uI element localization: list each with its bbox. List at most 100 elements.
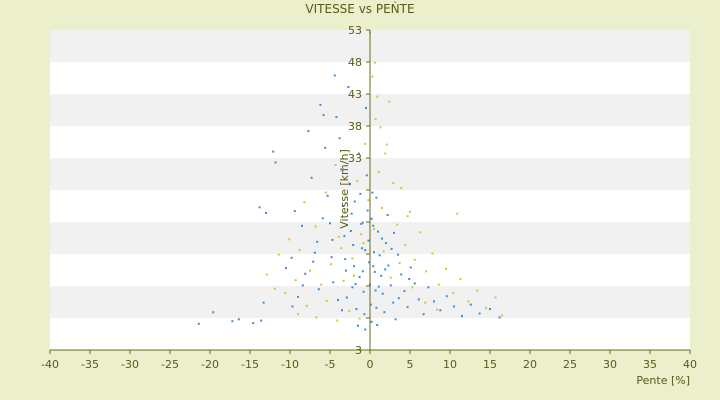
data-point bbox=[312, 260, 315, 263]
x-tick-label: 20 bbox=[523, 358, 537, 371]
data-point bbox=[445, 267, 447, 270]
data-point bbox=[340, 168, 343, 171]
y-tick-label: 43 bbox=[348, 88, 362, 101]
data-point bbox=[380, 274, 383, 277]
data-point bbox=[461, 315, 463, 318]
data-point bbox=[358, 317, 361, 320]
data-point bbox=[265, 273, 268, 276]
data-point bbox=[469, 303, 472, 306]
data-point bbox=[237, 318, 240, 321]
data-point bbox=[409, 266, 412, 269]
data-point bbox=[384, 268, 387, 271]
data-point bbox=[293, 210, 296, 213]
data-point bbox=[393, 231, 395, 234]
data-point bbox=[368, 261, 371, 264]
data-point bbox=[381, 292, 384, 295]
y-tick-label: 38 bbox=[348, 120, 362, 133]
data-point bbox=[273, 287, 276, 290]
x-tick-label: 5 bbox=[407, 358, 414, 371]
data-point bbox=[355, 308, 358, 310]
data-point bbox=[437, 283, 440, 286]
data-point bbox=[342, 279, 345, 282]
data-point bbox=[436, 308, 439, 311]
data-point bbox=[452, 292, 455, 294]
data-point bbox=[344, 258, 347, 261]
data-point bbox=[376, 324, 379, 326]
data-point bbox=[501, 314, 503, 317]
data-point bbox=[422, 313, 425, 316]
data-point bbox=[373, 251, 375, 254]
data-point bbox=[349, 183, 351, 186]
data-point bbox=[389, 276, 392, 279]
data-point bbox=[404, 244, 407, 246]
x-tick-label: -35 bbox=[81, 358, 99, 371]
data-point bbox=[361, 270, 364, 273]
data-point bbox=[456, 212, 459, 215]
data-point bbox=[381, 206, 383, 209]
y-tick-label: 33 bbox=[348, 152, 362, 165]
data-point bbox=[364, 249, 367, 252]
data-point bbox=[396, 223, 399, 226]
data-point bbox=[329, 222, 331, 225]
data-point bbox=[398, 262, 401, 264]
data-point bbox=[326, 194, 329, 197]
x-tick-label: -5 bbox=[325, 358, 336, 371]
data-point bbox=[360, 222, 363, 225]
data-point bbox=[301, 224, 303, 227]
data-point bbox=[346, 208, 349, 211]
data-point bbox=[400, 187, 403, 190]
data-point bbox=[324, 146, 327, 149]
data-point bbox=[353, 265, 355, 268]
data-point bbox=[390, 247, 393, 250]
y-tick-label: 3 bbox=[355, 344, 362, 357]
data-point bbox=[349, 230, 352, 232]
data-points bbox=[197, 31, 503, 331]
data-point bbox=[341, 205, 344, 207]
data-point bbox=[317, 288, 320, 291]
x-tick-label: -20 bbox=[201, 358, 219, 371]
data-point bbox=[409, 210, 411, 213]
data-point bbox=[382, 250, 385, 253]
data-point bbox=[478, 312, 481, 315]
data-point bbox=[400, 273, 403, 276]
data-point bbox=[406, 306, 409, 309]
data-point bbox=[325, 191, 327, 194]
data-point bbox=[290, 256, 293, 259]
data-point bbox=[424, 301, 427, 304]
data-point bbox=[361, 221, 364, 224]
chart-title: VITESSE vs PEǸTE bbox=[305, 1, 414, 16]
data-point bbox=[453, 305, 455, 308]
x-axis-ticks: -40 -35 -30 -25 -20 -15 -10 -5 0 5 10 15 20 25 30 35 40 bbox=[41, 350, 697, 371]
data-point bbox=[377, 285, 380, 288]
data-point bbox=[297, 313, 299, 316]
data-point bbox=[385, 242, 387, 245]
data-point bbox=[354, 283, 357, 286]
data-point bbox=[370, 217, 373, 220]
data-point bbox=[333, 74, 336, 77]
data-point bbox=[375, 306, 378, 309]
data-point bbox=[320, 283, 323, 286]
data-point bbox=[331, 238, 334, 241]
data-point bbox=[358, 276, 361, 278]
x-tick-label: -10 bbox=[281, 358, 299, 371]
data-point bbox=[341, 309, 343, 312]
data-point bbox=[364, 328, 367, 331]
data-point bbox=[373, 270, 376, 273]
data-point bbox=[367, 239, 370, 242]
data-point bbox=[413, 258, 416, 261]
data-point bbox=[362, 242, 365, 245]
data-point bbox=[314, 225, 317, 228]
x-tick-label: -30 bbox=[121, 358, 139, 371]
data-point bbox=[274, 161, 277, 164]
data-point bbox=[301, 284, 304, 287]
data-point bbox=[348, 310, 351, 312]
data-point bbox=[310, 176, 313, 179]
data-point bbox=[372, 224, 375, 227]
data-point bbox=[498, 316, 501, 319]
data-point bbox=[357, 324, 359, 327]
data-point bbox=[386, 214, 389, 216]
data-point bbox=[476, 289, 479, 292]
data-point bbox=[378, 254, 381, 257]
data-point bbox=[365, 107, 367, 110]
data-point bbox=[325, 299, 328, 302]
